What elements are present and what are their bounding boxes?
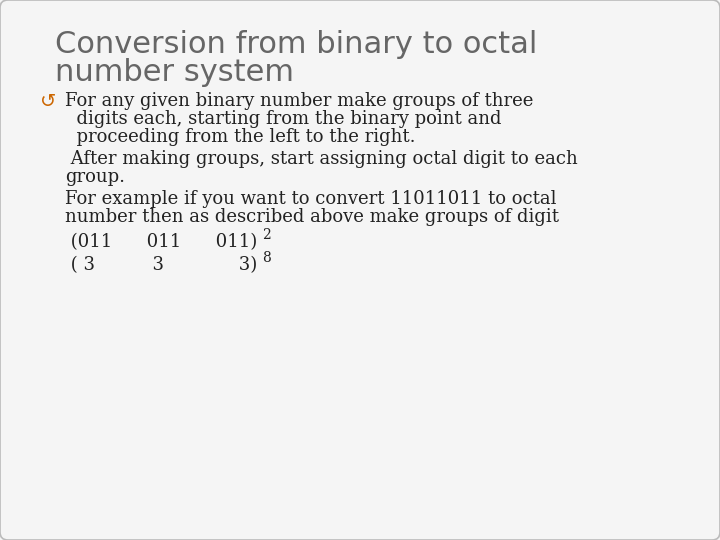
- Text: For example if you want to convert 11011011 to octal: For example if you want to convert 11011…: [65, 190, 557, 208]
- Text: proceeding from the left to the right.: proceeding from the left to the right.: [65, 128, 415, 146]
- Text: number then as described above make groups of digit: number then as described above make grou…: [65, 208, 559, 226]
- Text: Conversion from binary to octal: Conversion from binary to octal: [55, 30, 537, 59]
- Text: (011      011      011): (011 011 011): [65, 233, 257, 251]
- Text: 2: 2: [262, 228, 271, 242]
- Text: After making groups, start assigning octal digit to each: After making groups, start assigning oct…: [65, 150, 577, 168]
- Text: ↺: ↺: [40, 92, 56, 111]
- Text: group.: group.: [65, 168, 125, 186]
- Text: number system: number system: [55, 58, 294, 87]
- Text: digits each, starting from the binary point and: digits each, starting from the binary po…: [65, 110, 502, 128]
- Text: ( 3          3             3): ( 3 3 3): [65, 256, 257, 274]
- Text: For any given binary number make groups of three: For any given binary number make groups …: [65, 92, 534, 110]
- Text: 8: 8: [262, 251, 271, 265]
